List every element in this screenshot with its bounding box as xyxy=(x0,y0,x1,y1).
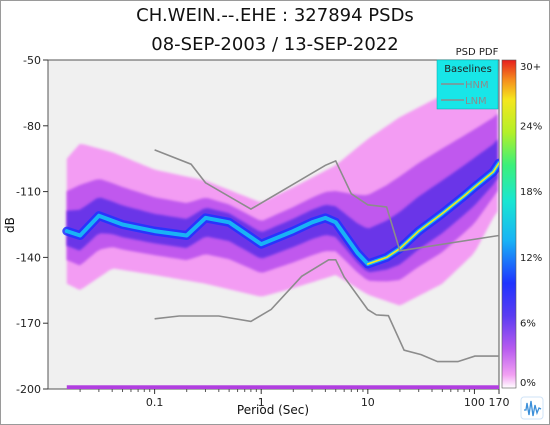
pdf-envelope-high-probability xyxy=(66,139,498,273)
x-tick-label: 170 xyxy=(489,396,510,409)
legend-hnm-label: HNM xyxy=(465,80,489,91)
colorbar-ticks: 30+ 24% 18% 12% 6% 0% xyxy=(520,62,542,389)
chart-title: CH.WEIN.--.EHE : 327894 PSDs xyxy=(136,5,414,26)
hnm-curve xyxy=(154,149,499,252)
y-tick-label: -140 xyxy=(16,251,41,264)
colorbar-tick-label: 24% xyxy=(520,122,542,133)
x-tick-label: 100 xyxy=(464,396,485,409)
y-tick-label: -170 xyxy=(16,317,41,330)
y-axis-label: dB xyxy=(3,217,17,233)
colorbar-tick-label: 18% xyxy=(520,187,542,198)
y-tick-label: -80 xyxy=(23,120,41,133)
colorbar-tick-label: 30+ xyxy=(520,62,541,73)
legend-title: Baselines xyxy=(444,64,492,75)
chart-subtitle: 08-SEP-2003 / 13-SEP-2022 xyxy=(151,34,399,55)
pdf-mode-peak xyxy=(366,162,499,265)
colorbar-tick-label: 0% xyxy=(520,378,536,389)
colorbar-tick-label: 12% xyxy=(520,253,542,264)
logo-icon xyxy=(520,396,544,420)
legend-lnm-label: LNM xyxy=(465,96,487,107)
colorbar xyxy=(501,59,517,389)
lnm-curve xyxy=(154,258,499,363)
x-axis-label: Period (Sec) xyxy=(237,403,309,417)
y-tick-label: -200 xyxy=(16,383,41,396)
x-axis-ticks: 0.1 1 10 100 170 xyxy=(79,389,510,409)
colorbar-tick-label: 6% xyxy=(520,318,536,329)
pdf-floor-band xyxy=(66,385,499,389)
x-tick-label: 1 xyxy=(258,396,265,409)
y-tick-label: -110 xyxy=(16,186,41,199)
x-tick-label: 0.1 xyxy=(146,396,164,409)
y-tick-label: -50 xyxy=(23,54,41,67)
colorbar-title: PSD PDF xyxy=(456,47,499,58)
y-axis-ticks: -50 -80 -110 -140 -170 -200 xyxy=(16,54,48,396)
legend: Baselines HNM LNM xyxy=(436,59,499,110)
x-tick-label: 10 xyxy=(361,396,375,409)
